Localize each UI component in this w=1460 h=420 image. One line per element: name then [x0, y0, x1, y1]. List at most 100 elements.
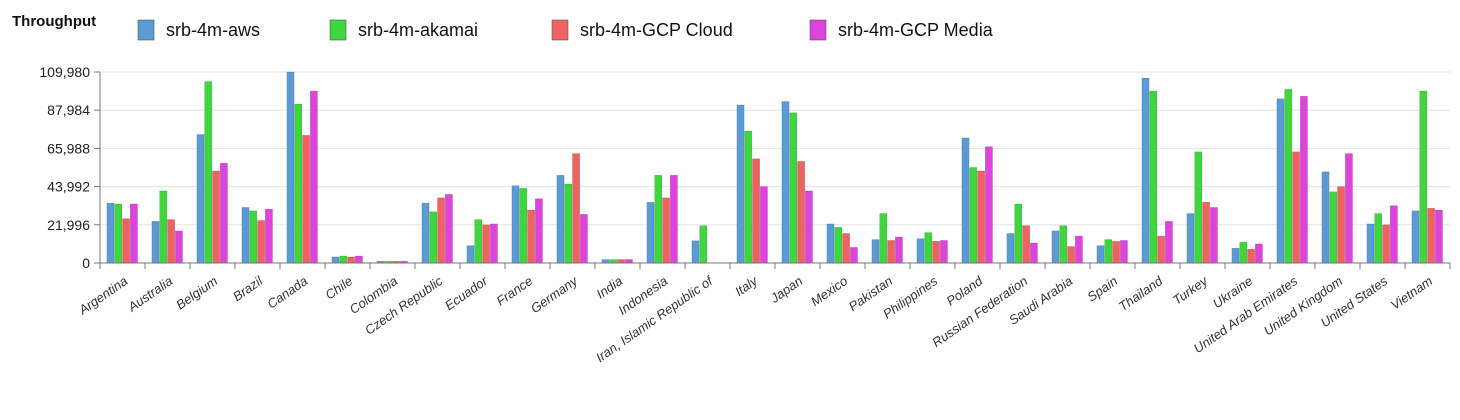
bar-srb-4m-gcp-cloud-11[interactable] [617, 259, 625, 264]
bar-srb-4m-gcp-cloud-1[interactable] [167, 219, 175, 264]
bar-srb-4m-aws-24[interactable] [1186, 213, 1195, 264]
bar-srb-4m-akamai-14[interactable] [744, 130, 753, 264]
bar-srb-4m-gcp-cloud-22[interactable] [1112, 241, 1120, 264]
bar-srb-4m-gcp-media-17[interactable] [895, 236, 903, 264]
bar-srb-4m-gcp-media-1[interactable] [175, 230, 183, 264]
bar-srb-4m-gcp-cloud-23[interactable] [1157, 235, 1165, 264]
bar-srb-4m-gcp-media-9[interactable] [535, 198, 543, 264]
bar-srb-4m-akamai-19[interactable] [969, 167, 978, 264]
bar-srb-4m-gcp-cloud-12[interactable] [662, 197, 670, 264]
bar-srb-4m-akamai-24[interactable] [1194, 151, 1203, 264]
bar-srb-4m-akamai-25[interactable] [1239, 241, 1248, 264]
bar-srb-4m-gcp-cloud-3[interactable] [257, 220, 265, 264]
bar-srb-4m-aws-17[interactable] [871, 239, 880, 264]
bar-srb-4m-gcp-media-0[interactable] [130, 203, 138, 264]
bar-srb-4m-gcp-cloud-27[interactable] [1337, 186, 1345, 264]
bar-srb-4m-gcp-media-27[interactable] [1345, 153, 1353, 264]
bar-srb-4m-akamai-29[interactable] [1419, 90, 1428, 264]
bar-srb-4m-akamai-27[interactable] [1329, 191, 1338, 264]
bar-srb-4m-gcp-media-28[interactable] [1390, 205, 1398, 264]
bar-srb-4m-akamai-26[interactable] [1284, 89, 1293, 264]
bar-srb-4m-aws-1[interactable] [151, 221, 160, 264]
bar-srb-4m-gcp-cloud-7[interactable] [437, 197, 445, 264]
bar-srb-4m-gcp-cloud-14[interactable] [752, 158, 760, 264]
bar-srb-4m-gcp-cloud-29[interactable] [1427, 208, 1435, 264]
bar-srb-4m-akamai-22[interactable] [1104, 239, 1113, 264]
bar-srb-4m-gcp-media-3[interactable] [265, 208, 273, 264]
bar-srb-4m-aws-21[interactable] [1051, 230, 1060, 264]
bar-srb-4m-aws-19[interactable] [961, 137, 970, 264]
bar-srb-4m-gcp-cloud-19[interactable] [977, 170, 985, 264]
bar-srb-4m-gcp-cloud-16[interactable] [842, 233, 850, 264]
bar-srb-4m-aws-2[interactable] [196, 134, 205, 264]
bar-srb-4m-gcp-cloud-21[interactable] [1067, 246, 1075, 264]
bar-srb-4m-akamai-15[interactable] [789, 112, 798, 264]
bar-srb-4m-gcp-media-22[interactable] [1120, 240, 1128, 264]
bar-srb-4m-gcp-cloud-24[interactable] [1202, 201, 1210, 264]
bar-srb-4m-akamai-7[interactable] [429, 211, 438, 264]
bar-srb-4m-aws-16[interactable] [826, 223, 835, 264]
bar-srb-4m-aws-7[interactable] [421, 202, 430, 264]
bar-srb-4m-gcp-cloud-15[interactable] [797, 161, 805, 264]
bar-srb-4m-aws-25[interactable] [1231, 247, 1240, 264]
bar-srb-4m-akamai-2[interactable] [204, 81, 213, 264]
bar-srb-4m-akamai-13[interactable] [699, 225, 708, 264]
bar-srb-4m-aws-27[interactable] [1321, 171, 1330, 264]
bar-srb-4m-akamai-8[interactable] [474, 219, 483, 264]
bar-srb-4m-gcp-cloud-9[interactable] [527, 209, 535, 264]
bar-srb-4m-akamai-3[interactable] [249, 210, 258, 264]
bar-srb-4m-gcp-cloud-25[interactable] [1247, 248, 1255, 264]
bar-srb-4m-aws-8[interactable] [466, 245, 475, 264]
bar-srb-4m-akamai-28[interactable] [1374, 213, 1383, 264]
bar-srb-4m-aws-4[interactable] [286, 71, 295, 264]
bar-srb-4m-gcp-cloud-28[interactable] [1382, 224, 1390, 264]
bar-srb-4m-aws-5[interactable] [331, 256, 340, 264]
bar-srb-4m-akamai-20[interactable] [1014, 203, 1023, 264]
bar-srb-4m-akamai-12[interactable] [654, 175, 663, 264]
bar-srb-4m-aws-18[interactable] [916, 238, 925, 264]
bar-srb-4m-gcp-cloud-0[interactable] [122, 218, 130, 264]
bar-srb-4m-gcp-media-26[interactable] [1300, 96, 1308, 264]
bar-srb-4m-aws-0[interactable] [106, 202, 115, 264]
bar-srb-4m-gcp-cloud-26[interactable] [1292, 151, 1300, 264]
bar-srb-4m-akamai-4[interactable] [294, 103, 303, 264]
bar-srb-4m-akamai-9[interactable] [519, 188, 528, 264]
bar-srb-4m-gcp-media-14[interactable] [760, 186, 768, 264]
bar-srb-4m-gcp-cloud-18[interactable] [932, 241, 940, 264]
bar-srb-4m-akamai-16[interactable] [834, 227, 843, 264]
bar-srb-4m-aws-3[interactable] [241, 207, 250, 264]
bar-srb-4m-aws-10[interactable] [556, 175, 565, 264]
bar-srb-4m-gcp-cloud-10[interactable] [572, 153, 580, 264]
bar-srb-4m-aws-28[interactable] [1366, 223, 1375, 264]
bar-srb-4m-gcp-media-15[interactable] [805, 190, 813, 264]
bar-srb-4m-gcp-media-2[interactable] [220, 162, 228, 264]
bar-srb-4m-akamai-0[interactable] [114, 203, 123, 264]
bar-srb-4m-aws-15[interactable] [781, 101, 790, 264]
bar-srb-4m-gcp-cloud-5[interactable] [347, 256, 355, 264]
bar-srb-4m-aws-12[interactable] [646, 201, 655, 264]
bar-srb-4m-gcp-media-11[interactable] [625, 259, 633, 264]
bar-srb-4m-aws-22[interactable] [1096, 245, 1105, 264]
bar-srb-4m-aws-14[interactable] [736, 104, 745, 264]
bar-srb-4m-gcp-cloud-17[interactable] [887, 240, 895, 264]
bar-srb-4m-aws-29[interactable] [1411, 210, 1420, 264]
bar-srb-4m-akamai-11[interactable] [609, 259, 618, 264]
bar-srb-4m-akamai-5[interactable] [339, 255, 348, 264]
bar-srb-4m-akamai-21[interactable] [1059, 225, 1068, 264]
bar-srb-4m-aws-23[interactable] [1141, 77, 1150, 264]
bar-srb-4m-gcp-cloud-8[interactable] [482, 224, 490, 264]
bar-srb-4m-akamai-23[interactable] [1149, 90, 1158, 264]
bar-srb-4m-aws-26[interactable] [1276, 98, 1285, 264]
bar-srb-4m-aws-13[interactable] [691, 240, 700, 264]
bar-srb-4m-gcp-media-5[interactable] [355, 255, 363, 264]
bar-srb-4m-gcp-media-7[interactable] [445, 194, 453, 264]
bar-srb-4m-gcp-media-25[interactable] [1255, 243, 1263, 264]
bar-srb-4m-gcp-media-20[interactable] [1030, 242, 1038, 264]
bar-srb-4m-gcp-media-24[interactable] [1210, 207, 1218, 264]
bar-srb-4m-gcp-media-16[interactable] [850, 247, 858, 264]
bar-srb-4m-gcp-media-18[interactable] [940, 240, 948, 264]
bar-srb-4m-aws-11[interactable] [601, 259, 610, 264]
bar-srb-4m-aws-20[interactable] [1006, 233, 1015, 264]
bar-srb-4m-akamai-17[interactable] [879, 213, 888, 264]
bar-srb-4m-gcp-media-23[interactable] [1165, 221, 1173, 264]
